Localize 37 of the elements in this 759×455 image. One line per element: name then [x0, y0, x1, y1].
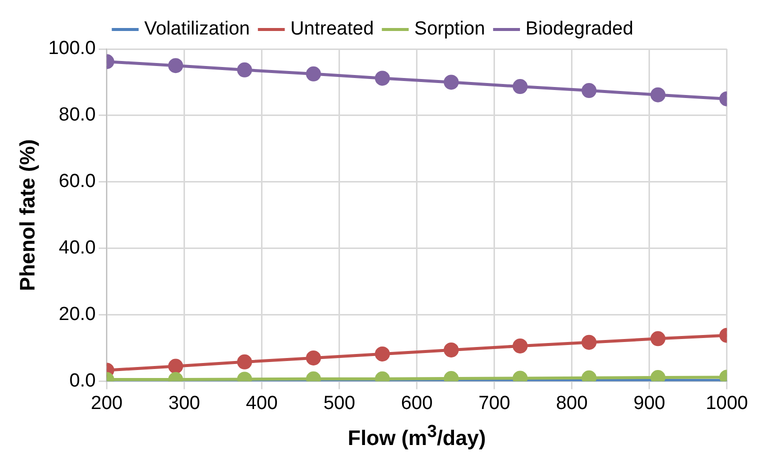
x-tick-label: 800 [556, 392, 588, 414]
x-tick-label: 300 [168, 392, 200, 414]
x-axis-title: Flow (m$^{3}$/day) [348, 420, 486, 452]
point [650, 87, 666, 102]
y-tick-label: 100.0 [48, 38, 96, 60]
point [582, 334, 597, 350]
point [374, 346, 390, 362]
point [168, 358, 184, 374]
legend-label: Biodegraded [526, 18, 634, 40]
x-tick-label: 600 [400, 392, 433, 414]
y-tick-label: 60.0 [58, 171, 96, 192]
x-tick-label: 200 [90, 392, 123, 414]
x-tick-label: 500 [323, 392, 356, 414]
point [168, 58, 184, 74]
point [582, 83, 597, 98]
point [444, 74, 459, 90]
point [374, 70, 390, 86]
point [512, 338, 528, 354]
legend-label: Untreated [290, 18, 374, 40]
x-tick-label: 400 [246, 392, 278, 414]
y-tick-label: 20.0 [58, 304, 96, 325]
y-axis-title: Phenol fate (%) [16, 139, 40, 291]
x-tick-label: 900 [634, 392, 666, 414]
legend-label: Sorption [414, 18, 486, 40]
point [306, 66, 321, 82]
point [237, 354, 252, 370]
x-tick-label: 1000 [706, 392, 748, 414]
y-tick-label: 0.0 [69, 370, 96, 392]
y-tick-label: 40.0 [58, 238, 96, 259]
point [306, 350, 321, 366]
point [512, 79, 528, 94]
x-tick-label: 700 [478, 392, 510, 414]
point [444, 342, 459, 358]
point [237, 62, 252, 78]
legend-label: Volatilization [144, 18, 250, 40]
point [650, 331, 666, 346]
y-tick-label: 80.0 [58, 104, 96, 126]
